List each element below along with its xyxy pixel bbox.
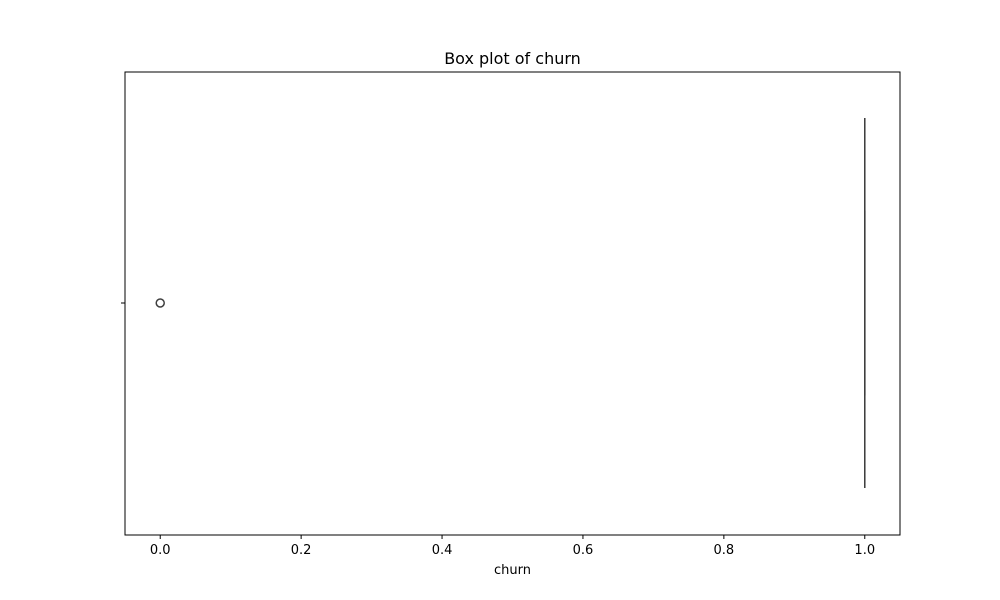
x-tick-label: 0.6 xyxy=(573,543,594,558)
axes-frame xyxy=(124,71,901,536)
x-axis: 0.0 0.2 0.4 0.6 0.8 1.0 xyxy=(150,535,875,558)
plot-area xyxy=(155,118,866,488)
x-tick-label: 0.0 xyxy=(150,543,171,558)
x-tick-label: 1.0 xyxy=(854,543,875,558)
x-tick-label: 0.2 xyxy=(291,543,312,558)
outlier-point xyxy=(155,298,165,308)
chart-title: Box plot of churn xyxy=(444,49,581,68)
x-axis-label: churn xyxy=(494,563,531,578)
x-tick-label: 0.4 xyxy=(432,543,453,558)
x-tick-label: 0.8 xyxy=(714,543,735,558)
